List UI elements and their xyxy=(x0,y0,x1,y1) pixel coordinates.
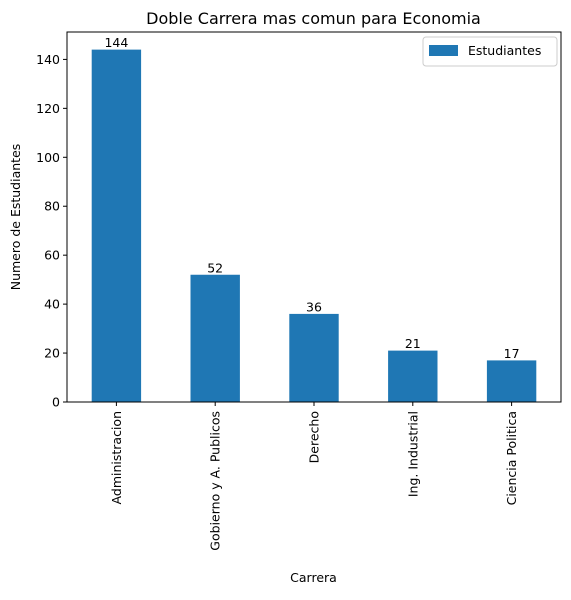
bar-value-label: 52 xyxy=(207,260,223,275)
x-tick-label: Ciencia Politica xyxy=(504,411,519,505)
legend-swatch xyxy=(429,45,458,56)
bar xyxy=(190,274,240,402)
y-tick-label: 80 xyxy=(44,199,60,214)
bar xyxy=(91,49,142,403)
bar-value-label: 17 xyxy=(504,346,520,361)
plot-area: 144 52 36 21 17 Administracion Gobierno y A. P… xyxy=(36,31,562,551)
y-tick-label: 120 xyxy=(36,101,60,116)
bar-value-label: 36 xyxy=(306,299,322,314)
y-ticks: 0 20 40 60 80 100 120 140 xyxy=(36,52,67,410)
x-ticks: Administracion Gobierno y A. Publicos Dere… xyxy=(109,402,519,551)
bars xyxy=(91,49,537,403)
legend: Estudiantes xyxy=(422,36,558,67)
bar-value-label: 144 xyxy=(104,35,128,50)
y-tick-label: 140 xyxy=(36,52,60,67)
legend-label: Estudiantes xyxy=(468,43,541,58)
bar xyxy=(388,350,438,402)
x-tick-label: Ing. Industrial xyxy=(405,411,420,497)
legend-frame xyxy=(422,36,558,67)
x-tick-label: Gobierno y A. Publicos xyxy=(208,411,223,551)
bar xyxy=(486,360,537,402)
y-tick-label: 20 xyxy=(44,346,60,361)
y-tick-label: 60 xyxy=(44,248,60,263)
y-tick-label: 40 xyxy=(44,297,60,312)
bar-value-label: 21 xyxy=(405,336,421,351)
chart-title: Doble Carrera mas comun para Economia xyxy=(146,9,481,28)
y-tick-label: 100 xyxy=(36,150,60,165)
bar-value-labels: 144 52 36 21 17 xyxy=(104,35,519,361)
x-tick-label: Derecho xyxy=(307,411,322,463)
bar xyxy=(289,313,339,402)
x-axis-label: Carrera xyxy=(290,570,337,585)
x-tick-label: Administracion xyxy=(109,411,124,504)
y-axis-label: Numero de Estudiantes xyxy=(8,144,23,291)
y-tick-label: 0 xyxy=(52,395,60,410)
